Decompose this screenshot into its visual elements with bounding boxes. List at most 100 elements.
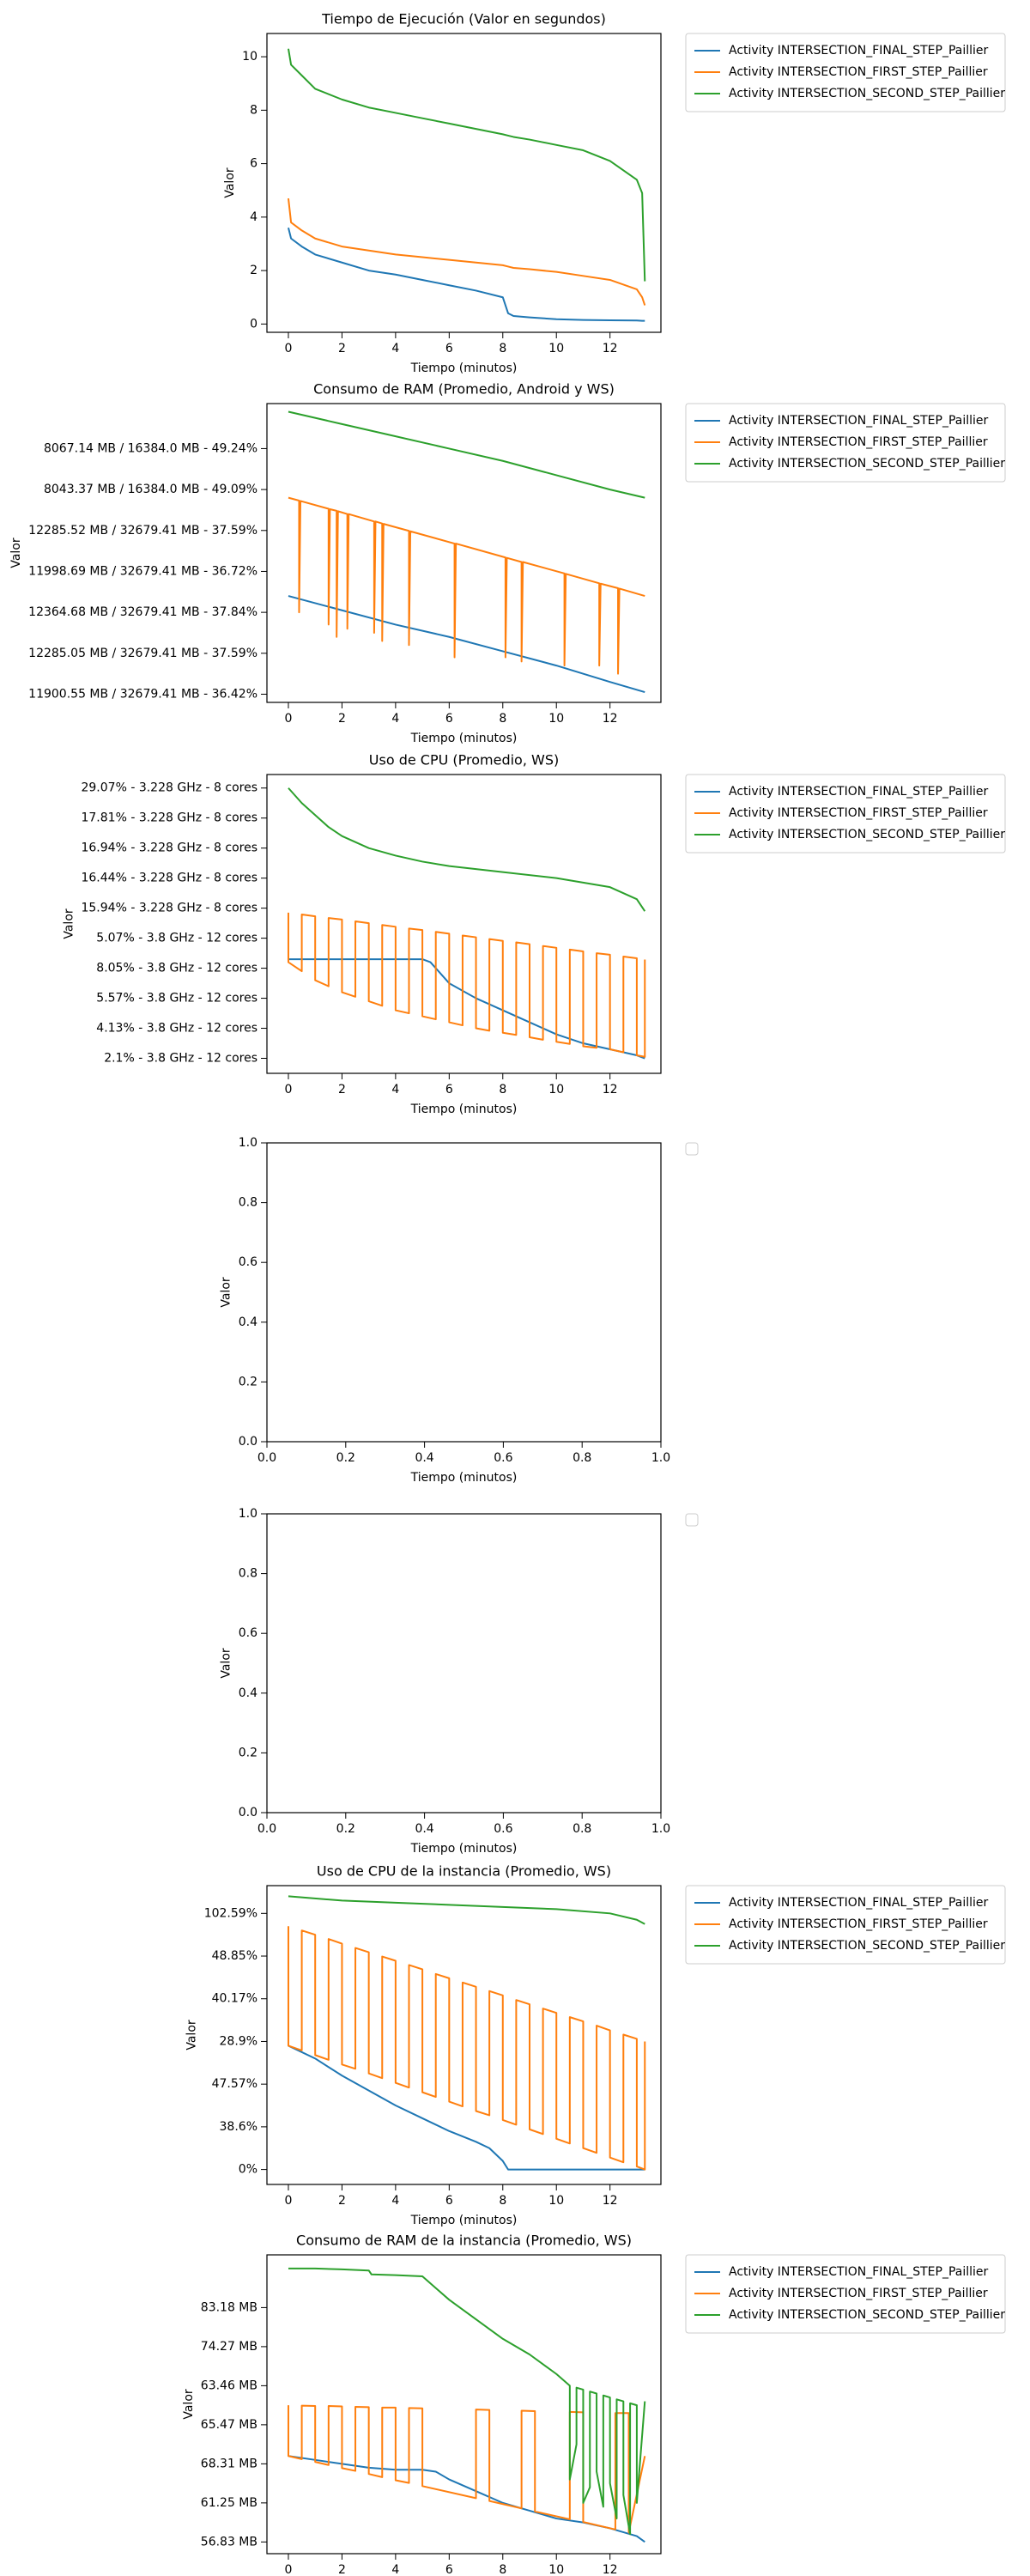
legend-frame (685, 403, 1006, 483)
y-axis-label: Valor (9, 538, 23, 568)
chart-title: Uso de CPU de la instancia (Promedio, WS… (317, 1863, 611, 1880)
y-tick-label: 0.0 (239, 1435, 258, 1449)
y-tick-label: 47.57% (212, 2077, 258, 2091)
y-tick-label: 12364.68 MB / 32679.41 MB - 37.84% (28, 605, 258, 619)
y-tick-label: 8043.37 MB / 16384.0 MB - 49.09% (44, 483, 258, 496)
y-tick-label: 0.6 (239, 1255, 258, 1269)
series-line (288, 410, 645, 499)
x-tick-label: 12 (603, 712, 618, 726)
y-tick-label: 83.18 MB (201, 2300, 258, 2314)
legend-label: Activity INTERSECTION_FIRST_STEP_Paillie… (729, 1917, 988, 1931)
y-tick-label: 8 (250, 103, 258, 117)
legend-label: Activity INTERSECTION_SECOND_STEP_Pailli… (729, 1939, 1005, 1953)
chart-title: Tiempo de Ejecución (Valor en segundos) (321, 11, 606, 27)
y-tick-label: 8.05% - 3.8 GHz - 12 cores (96, 962, 258, 975)
legend-label: Activity INTERSECTION_FINAL_STEP_Paillie… (729, 414, 989, 428)
series-line (287, 197, 646, 306)
legend: Activity INTERSECTION_FINAL_STEP_Paillie… (685, 33, 1006, 112)
y-tick-label: 0.2 (239, 1375, 258, 1388)
x-tick-label: 2 (338, 342, 346, 355)
series-line (287, 912, 646, 1058)
y-tick-label: 0.8 (239, 1196, 258, 1210)
x-tick-label: 0.2 (336, 1451, 355, 1465)
y-axis-label: Valor (182, 2389, 196, 2420)
y-tick-label: 61.25 MB (201, 2496, 258, 2510)
y-tick-label: 0.6 (239, 1626, 258, 1640)
x-tick-label: 0 (285, 2563, 293, 2576)
x-tick-label: 8 (499, 1083, 506, 1097)
axes-frame (266, 33, 662, 333)
axes-frame (266, 403, 662, 703)
x-tick-label: 10 (548, 712, 564, 726)
legend-frame (685, 1142, 699, 1156)
x-tick-label: 0.6 (494, 1451, 512, 1465)
series-line (287, 2404, 646, 2534)
x-tick-label: 0 (285, 1083, 293, 1097)
x-tick-label: 0.4 (415, 1451, 433, 1465)
x-tick-label: 2 (338, 2194, 346, 2208)
x-tick-label: 6 (445, 342, 453, 355)
x-axis-label: Tiempo (minutos) (410, 1471, 518, 1485)
y-tick-label: 4.13% - 3.8 GHz - 12 cores (96, 1022, 258, 1036)
legend-label: Activity INTERSECTION_SECOND_STEP_Pailli… (729, 828, 1005, 841)
legend-label: Activity INTERSECTION_FINAL_STEP_Paillie… (729, 1896, 989, 1910)
y-tick-label: 15.94% - 3.228 GHz - 8 cores (81, 902, 258, 915)
x-tick-label: 4 (391, 712, 399, 726)
y-tick-label: 17.81% - 3.228 GHz - 8 cores (81, 811, 258, 825)
series-line (288, 1895, 645, 1925)
chart-title: Uso de CPU (Promedio, WS) (369, 752, 559, 769)
x-tick-label: 8 (499, 712, 506, 726)
x-axis-label: Tiempo (minutos) (410, 361, 518, 375)
axes-frame (266, 1142, 662, 1443)
y-tick-label: 12285.05 MB / 32679.41 MB - 37.59% (28, 647, 258, 660)
y-tick-label: 1.0 (239, 1507, 258, 1521)
y-tick-label: 63.46 MB (201, 2379, 258, 2392)
x-tick-label: 12 (603, 2194, 618, 2208)
y-tick-label: 65.47 MB (201, 2418, 258, 2432)
series-line (287, 1926, 646, 2171)
y-tick-label: 56.83 MB (201, 2535, 258, 2549)
chart-title: Consumo de RAM (Promedio, Android y WS) (313, 381, 615, 398)
y-tick-label: 0% (239, 2163, 258, 2177)
legend-frame (685, 1885, 1006, 1965)
x-tick-label: 8 (499, 2563, 506, 2576)
y-tick-label: 10 (242, 50, 258, 64)
x-tick-label: 0.8 (573, 1822, 591, 1836)
chart-title: Consumo de RAM de la instancia (Promedio… (296, 2233, 632, 2249)
y-axis-label: Valor (220, 1277, 233, 1308)
y-tick-label: 29.07% - 3.228 GHz - 8 cores (81, 781, 258, 795)
legend-frame (685, 2254, 1006, 2334)
x-tick-label: 0 (285, 342, 293, 355)
x-tick-label: 2 (338, 1083, 346, 1097)
y-tick-label: 28.9% (220, 2034, 258, 2048)
y-tick-label: 11900.55 MB / 32679.41 MB - 36.42% (28, 687, 258, 701)
legend-label: Activity INTERSECTION_SECOND_STEP_Pailli… (729, 87, 1005, 100)
legend-frame (685, 774, 1006, 854)
x-tick-label: 10 (548, 342, 564, 355)
y-tick-label: 11998.69 MB / 32679.41 MB - 36.72% (28, 564, 258, 578)
legend-label: Activity INTERSECTION_FIRST_STEP_Paillie… (729, 2287, 988, 2300)
y-tick-label: 2.1% - 3.8 GHz - 12 cores (104, 1052, 258, 1066)
y-tick-label: 6 (250, 157, 258, 171)
y-tick-label: 40.17% (212, 1992, 258, 2006)
y-tick-label: 16.44% - 3.228 GHz - 8 cores (81, 872, 258, 885)
x-tick-label: 12 (603, 1083, 618, 1097)
y-tick-label: 48.85% (212, 1949, 258, 1963)
axes-frame (266, 1885, 662, 2185)
x-tick-label: 2 (338, 2563, 346, 2576)
x-tick-label: 0.0 (258, 1822, 276, 1836)
x-tick-label: 6 (445, 1083, 453, 1097)
legend-label: Activity INTERSECTION_SECOND_STEP_Pailli… (729, 2308, 1005, 2322)
x-tick-label: 0.2 (336, 1822, 355, 1836)
x-tick-label: 4 (391, 342, 399, 355)
x-tick-label: 6 (445, 2563, 453, 2576)
y-axis-label: Valor (223, 167, 237, 198)
x-tick-label: 0.6 (494, 1822, 512, 1836)
x-tick-label: 6 (445, 712, 453, 726)
x-tick-label: 8 (499, 2194, 506, 2208)
y-tick-label: 5.57% - 3.8 GHz - 12 cores (96, 992, 258, 1005)
y-tick-label: 5.07% - 3.8 GHz - 12 cores (96, 932, 258, 945)
y-tick-label: 16.94% - 3.228 GHz - 8 cores (81, 841, 258, 855)
legend-label: Activity INTERSECTION_FIRST_STEP_Paillie… (729, 65, 988, 79)
